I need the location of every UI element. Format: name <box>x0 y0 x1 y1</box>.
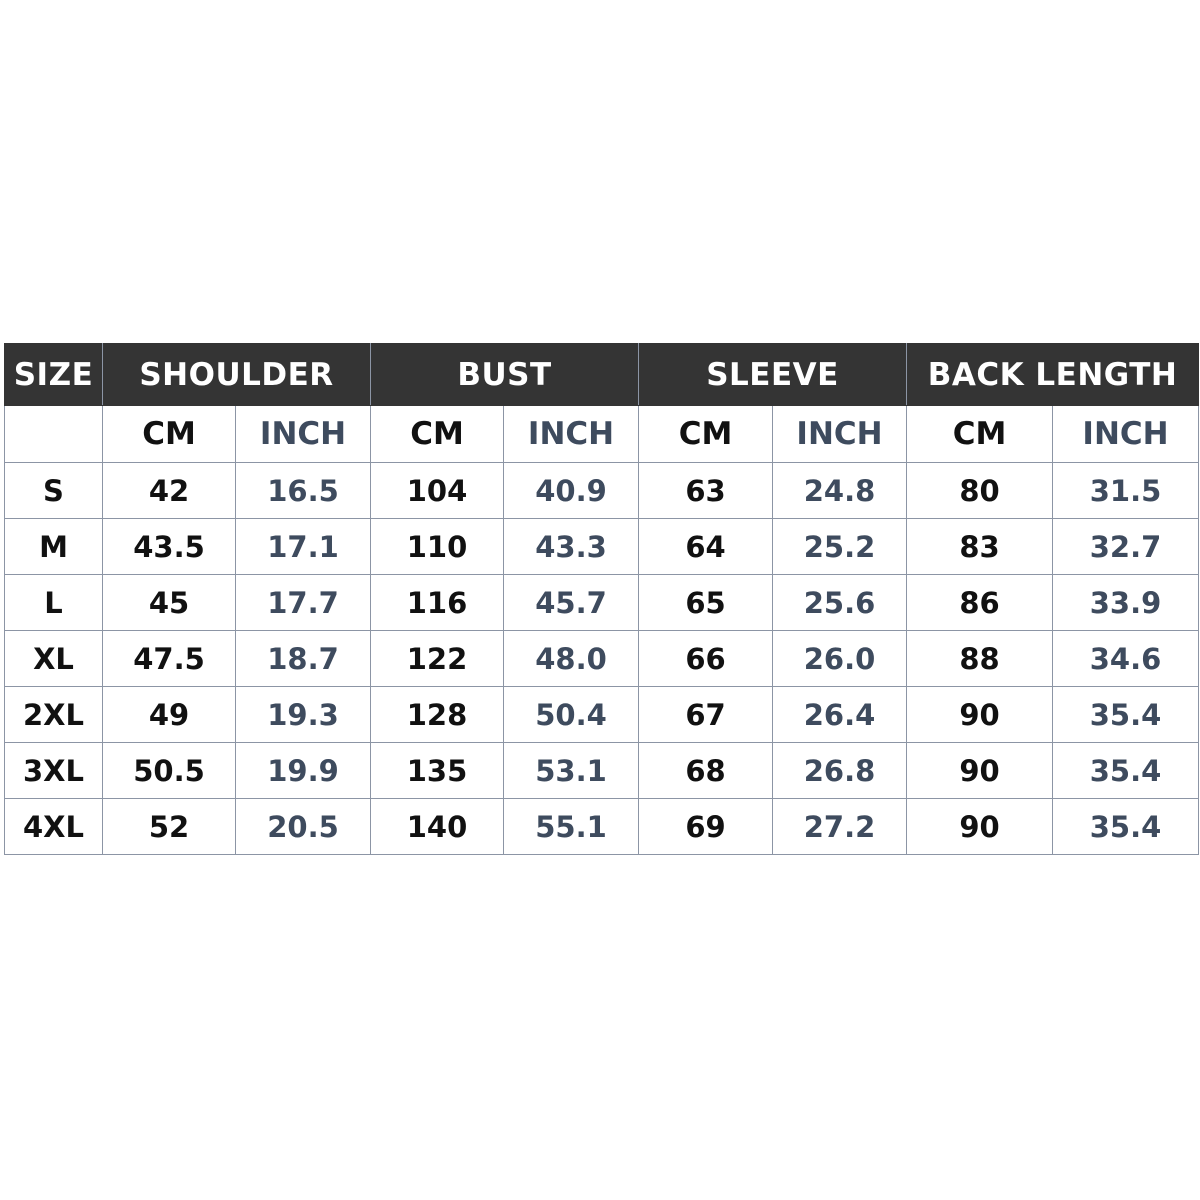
inch-value-cell: 35.4 <box>1052 686 1200 743</box>
unit-cm: CM <box>638 405 773 463</box>
inch-value-cell: 34.6 <box>1052 630 1200 687</box>
header-bust: BUST <box>370 343 639 406</box>
cm-value-cell: 63 <box>638 462 773 519</box>
cm-value-cell: 90 <box>906 686 1054 743</box>
header-sleeve: SLEEVE <box>637 343 908 406</box>
size-chart-table: SIZE SHOULDER BUST SLEEVE BACK LENGTH CM… <box>4 343 1200 855</box>
table-row: M 43.5 17.1 110 43.3 64 25.2 83 32.7 <box>4 518 1200 575</box>
inch-value-cell: 45.7 <box>503 574 639 631</box>
inch-value-cell: 24.8 <box>771 462 908 519</box>
table-row: L 45 17.7 116 45.7 65 25.6 86 33.9 <box>4 574 1200 631</box>
inch-value-cell: 48.0 <box>503 630 639 687</box>
cm-value-cell: 49 <box>102 686 236 743</box>
inch-value-cell: 25.2 <box>771 518 908 575</box>
unit-empty <box>4 405 103 463</box>
cm-value-cell: 66 <box>638 630 773 687</box>
inch-value-cell: 26.0 <box>771 630 908 687</box>
table-row: 4XL 52 20.5 140 55.1 69 27.2 90 35.4 <box>4 798 1200 855</box>
unit-cm: CM <box>906 405 1054 463</box>
inch-value-cell: 40.9 <box>503 462 639 519</box>
inch-value-cell: 35.4 <box>1052 742 1200 799</box>
inch-value-cell: 26.8 <box>771 742 908 799</box>
inch-value-cell: 32.7 <box>1052 518 1200 575</box>
unit-inch: INCH <box>771 405 908 463</box>
unit-inch: INCH <box>235 405 371 463</box>
cm-value-cell: 68 <box>638 742 773 799</box>
unit-cm: CM <box>102 405 236 463</box>
unit-row: CM INCH CM INCH CM INCH CM INCH <box>4 405 1200 463</box>
cm-value-cell: 110 <box>370 518 504 575</box>
inch-value-cell: 33.9 <box>1052 574 1200 631</box>
size-cell: 4XL <box>4 798 103 855</box>
cm-value-cell: 67 <box>638 686 773 743</box>
table-row: 3XL 50.5 19.9 135 53.1 68 26.8 90 35.4 <box>4 742 1200 799</box>
cm-value-cell: 52 <box>102 798 236 855</box>
unit-cm: CM <box>370 405 504 463</box>
inch-value-cell: 55.1 <box>503 798 639 855</box>
cm-value-cell: 86 <box>906 574 1054 631</box>
inch-value-cell: 18.7 <box>235 630 371 687</box>
inch-value-cell: 27.2 <box>771 798 908 855</box>
cm-value-cell: 122 <box>370 630 504 687</box>
inch-value-cell: 31.5 <box>1052 462 1200 519</box>
inch-value-cell: 25.6 <box>771 574 908 631</box>
cm-value-cell: 43.5 <box>102 518 236 575</box>
size-cell: L <box>4 574 103 631</box>
cm-value-cell: 104 <box>370 462 504 519</box>
cm-value-cell: 88 <box>906 630 1054 687</box>
cm-value-cell: 69 <box>638 798 773 855</box>
size-cell: 3XL <box>4 742 103 799</box>
header-size: SIZE <box>4 343 103 406</box>
cm-value-cell: 80 <box>906 462 1054 519</box>
cm-value-cell: 42 <box>102 462 236 519</box>
inch-value-cell: 17.7 <box>235 574 371 631</box>
inch-value-cell: 20.5 <box>235 798 371 855</box>
cm-value-cell: 128 <box>370 686 504 743</box>
header-back-length: BACK LENGTH <box>906 343 1200 406</box>
size-cell: M <box>4 518 103 575</box>
inch-value-cell: 43.3 <box>503 518 639 575</box>
inch-value-cell: 16.5 <box>235 462 371 519</box>
cm-value-cell: 64 <box>638 518 773 575</box>
cm-value-cell: 90 <box>906 798 1054 855</box>
size-cell: S <box>4 462 103 519</box>
inch-value-cell: 26.4 <box>771 686 908 743</box>
unit-inch: INCH <box>503 405 639 463</box>
inch-value-cell: 19.3 <box>235 686 371 743</box>
size-cell: 2XL <box>4 686 103 743</box>
inch-value-cell: 53.1 <box>503 742 639 799</box>
cm-value-cell: 90 <box>906 742 1054 799</box>
cm-value-cell: 47.5 <box>102 630 236 687</box>
cm-value-cell: 65 <box>638 574 773 631</box>
cm-value-cell: 135 <box>370 742 504 799</box>
table-row: 2XL 49 19.3 128 50.4 67 26.4 90 35.4 <box>4 686 1200 743</box>
cm-value-cell: 140 <box>370 798 504 855</box>
cm-value-cell: 45 <box>102 574 236 631</box>
inch-value-cell: 35.4 <box>1052 798 1200 855</box>
header-row: SIZE SHOULDER BUST SLEEVE BACK LENGTH <box>4 343 1200 406</box>
cm-value-cell: 83 <box>906 518 1054 575</box>
inch-value-cell: 19.9 <box>235 742 371 799</box>
table-row: XL 47.5 18.7 122 48.0 66 26.0 88 34.6 <box>4 630 1200 687</box>
table-row: S 42 16.5 104 40.9 63 24.8 80 31.5 <box>4 462 1200 519</box>
inch-value-cell: 17.1 <box>235 518 371 575</box>
size-cell: XL <box>4 630 103 687</box>
cm-value-cell: 50.5 <box>102 742 236 799</box>
cm-value-cell: 116 <box>370 574 504 631</box>
unit-inch: INCH <box>1052 405 1200 463</box>
header-shoulder: SHOULDER <box>102 343 371 406</box>
inch-value-cell: 50.4 <box>503 686 639 743</box>
